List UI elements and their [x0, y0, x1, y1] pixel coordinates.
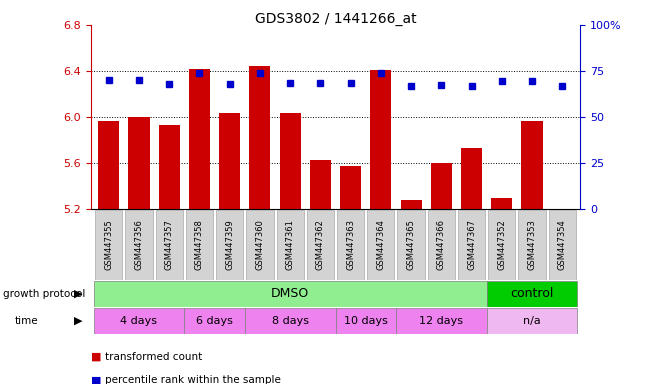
FancyBboxPatch shape	[245, 308, 336, 334]
FancyBboxPatch shape	[337, 210, 364, 280]
Text: GSM447364: GSM447364	[376, 219, 385, 270]
Text: GSM447365: GSM447365	[407, 219, 415, 270]
FancyBboxPatch shape	[94, 281, 486, 307]
FancyBboxPatch shape	[186, 210, 213, 280]
FancyBboxPatch shape	[336, 308, 396, 334]
FancyBboxPatch shape	[185, 308, 245, 334]
FancyBboxPatch shape	[549, 210, 576, 280]
Text: ■: ■	[91, 352, 101, 362]
Bar	[401, 200, 421, 209]
Text: 12 days: 12 days	[419, 316, 464, 326]
Text: GDS3802 / 1441266_at: GDS3802 / 1441266_at	[255, 12, 416, 25]
Text: GSM447353: GSM447353	[527, 219, 537, 270]
Text: GSM447359: GSM447359	[225, 219, 234, 270]
FancyBboxPatch shape	[367, 210, 395, 280]
FancyBboxPatch shape	[486, 308, 577, 334]
Text: GSM447356: GSM447356	[134, 219, 144, 270]
FancyBboxPatch shape	[216, 210, 244, 280]
Text: percentile rank within the sample: percentile rank within the sample	[105, 375, 281, 384]
Bar	[158, 125, 180, 209]
Text: GSM447352: GSM447352	[497, 219, 507, 270]
Text: GSM447360: GSM447360	[256, 219, 264, 270]
Text: ▶: ▶	[74, 289, 83, 299]
Text: 4 days: 4 days	[121, 316, 158, 326]
FancyBboxPatch shape	[246, 210, 274, 280]
Text: transformed count: transformed count	[105, 352, 203, 362]
Bar	[370, 70, 391, 209]
Text: GSM447355: GSM447355	[104, 219, 113, 270]
Text: GSM447354: GSM447354	[558, 219, 567, 270]
Bar	[280, 113, 301, 209]
FancyBboxPatch shape	[276, 210, 304, 280]
Text: GSM447363: GSM447363	[346, 219, 355, 270]
FancyBboxPatch shape	[397, 210, 425, 280]
FancyBboxPatch shape	[458, 210, 485, 280]
FancyBboxPatch shape	[125, 210, 152, 280]
Bar	[461, 148, 482, 209]
FancyBboxPatch shape	[486, 281, 577, 307]
Bar	[128, 117, 150, 209]
FancyBboxPatch shape	[156, 210, 183, 280]
FancyBboxPatch shape	[307, 210, 334, 280]
FancyBboxPatch shape	[95, 210, 122, 280]
FancyBboxPatch shape	[396, 308, 486, 334]
Text: 8 days: 8 days	[272, 316, 309, 326]
Text: 10 days: 10 days	[344, 316, 388, 326]
Bar	[340, 166, 361, 209]
Bar	[98, 121, 119, 209]
Text: GSM447362: GSM447362	[316, 219, 325, 270]
Text: time: time	[15, 316, 38, 326]
Text: ■: ■	[91, 375, 101, 384]
Bar	[431, 163, 452, 209]
Text: GSM447361: GSM447361	[286, 219, 295, 270]
Bar	[310, 160, 331, 209]
Text: GSM447367: GSM447367	[467, 219, 476, 270]
Bar	[491, 198, 513, 209]
Text: control: control	[511, 287, 554, 300]
Text: ▶: ▶	[74, 316, 83, 326]
Text: GSM447358: GSM447358	[195, 219, 204, 270]
FancyBboxPatch shape	[427, 210, 455, 280]
FancyBboxPatch shape	[94, 308, 185, 334]
Text: GSM447366: GSM447366	[437, 219, 446, 270]
Bar	[189, 69, 210, 209]
Text: n/a: n/a	[523, 316, 541, 326]
Bar	[521, 121, 543, 209]
FancyBboxPatch shape	[519, 210, 546, 280]
Bar	[219, 113, 240, 209]
Text: GSM447357: GSM447357	[164, 219, 174, 270]
Text: DMSO: DMSO	[271, 287, 309, 300]
FancyBboxPatch shape	[488, 210, 515, 280]
Text: 6 days: 6 days	[196, 316, 233, 326]
Bar	[250, 66, 270, 209]
Text: growth protocol: growth protocol	[3, 289, 86, 299]
